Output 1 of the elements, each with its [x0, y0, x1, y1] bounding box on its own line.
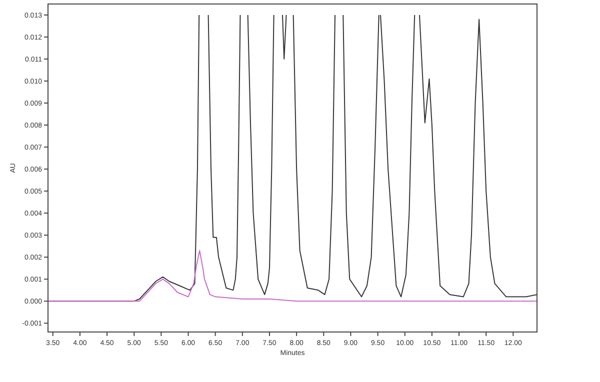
line-series [48, 250, 537, 302]
